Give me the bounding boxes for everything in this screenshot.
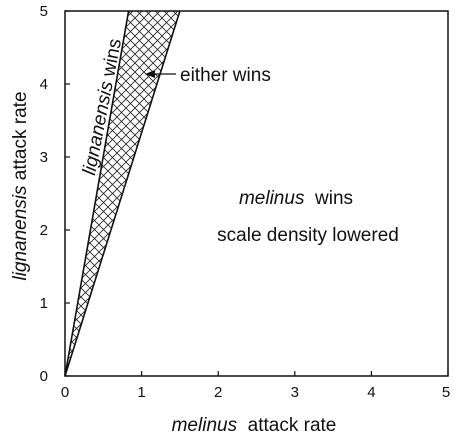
- x-tick-label: 5: [442, 384, 450, 401]
- y-tick-label: 3: [40, 149, 48, 166]
- y-axis-ticks: 0 1 2 3 4 5: [40, 3, 70, 385]
- x-tick-label: 4: [367, 384, 375, 401]
- boundary-line-right: [64, 10, 181, 377]
- plot-frame: [64, 10, 449, 377]
- melinus-wins-label: melinus wins: [239, 188, 353, 209]
- either-wins-arrowhead: [145, 70, 155, 78]
- either-wins-label: either wins: [180, 65, 271, 86]
- x-tick-label: 2: [214, 384, 222, 401]
- x-axis-title: melinus attack rate: [172, 415, 337, 436]
- y-tick-label: 4: [40, 76, 48, 93]
- x-tick-label: 3: [291, 384, 299, 401]
- y-axis-title: lignanensis attack rate: [10, 91, 31, 280]
- x-tick-label: 0: [61, 384, 69, 401]
- boundary-line-left: [64, 10, 130, 377]
- x-axis-ticks: 0 1 2 3 4 5: [61, 371, 450, 401]
- y-tick-label: 0: [40, 368, 48, 385]
- scale-density-lowered-label: scale density lowered: [217, 225, 399, 246]
- y-tick-label: 2: [40, 222, 48, 239]
- y-tick-label: 1: [40, 295, 48, 312]
- x-tick-label: 1: [137, 384, 145, 401]
- y-tick-label: 5: [40, 3, 48, 20]
